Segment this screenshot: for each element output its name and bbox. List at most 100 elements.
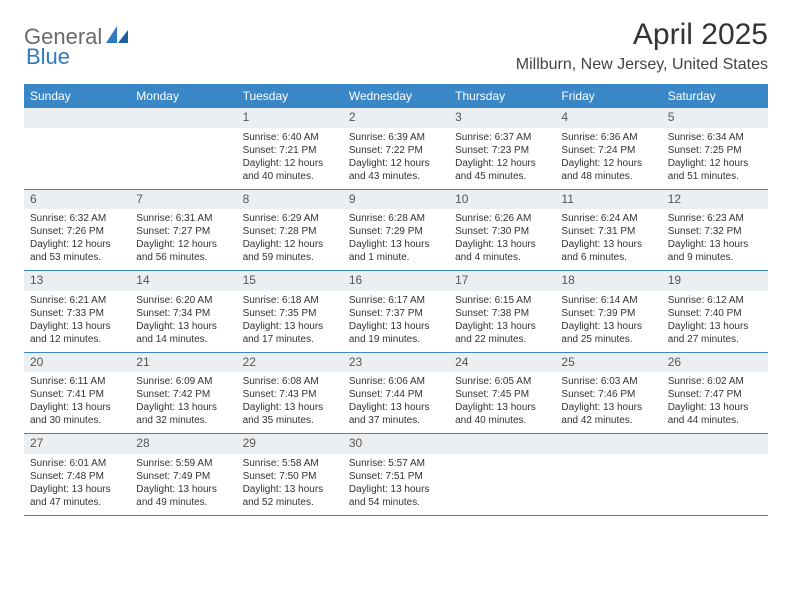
sunrise-text: Sunrise: 6:06 AM (349, 375, 443, 388)
sunrise-text: Sunrise: 6:18 AM (243, 294, 337, 307)
sunset-text: Sunset: 7:31 PM (561, 225, 655, 238)
weeks-container: 1Sunrise: 6:40 AMSunset: 7:21 PMDaylight… (24, 108, 768, 516)
day-number: 28 (130, 434, 236, 454)
day-cell-15: 15Sunrise: 6:18 AMSunset: 7:35 PMDayligh… (237, 271, 343, 352)
sunset-text: Sunset: 7:38 PM (455, 307, 549, 320)
day-cell-19: 19Sunrise: 6:12 AMSunset: 7:40 PMDayligh… (662, 271, 768, 352)
month-title: April 2025 (516, 18, 768, 52)
sunrise-text: Sunrise: 6:14 AM (561, 294, 655, 307)
weekday-wednesday: Wednesday (343, 84, 449, 108)
day-cell-14: 14Sunrise: 6:20 AMSunset: 7:34 PMDayligh… (130, 271, 236, 352)
brand-text-blue: Blue (26, 44, 70, 69)
day-body: Sunrise: 6:37 AMSunset: 7:23 PMDaylight:… (449, 128, 555, 189)
day-cell-empty (130, 108, 236, 189)
weekday-tuesday: Tuesday (237, 84, 343, 108)
day-number: 5 (662, 108, 768, 128)
location-text: Millburn, New Jersey, United States (516, 56, 768, 74)
day-cell-1: 1Sunrise: 6:40 AMSunset: 7:21 PMDaylight… (237, 108, 343, 189)
daylight-text: Daylight: 13 hours and 19 minutes. (349, 320, 443, 346)
day-body: Sunrise: 6:34 AMSunset: 7:25 PMDaylight:… (662, 128, 768, 189)
day-number (662, 434, 768, 454)
day-number: 12 (662, 190, 768, 210)
daylight-text: Daylight: 13 hours and 14 minutes. (136, 320, 230, 346)
day-number: 11 (555, 190, 661, 210)
day-number: 8 (237, 190, 343, 210)
day-number: 19 (662, 271, 768, 291)
day-number (130, 108, 236, 128)
daylight-text: Daylight: 12 hours and 45 minutes. (455, 157, 549, 183)
day-cell-23: 23Sunrise: 6:06 AMSunset: 7:44 PMDayligh… (343, 353, 449, 434)
day-number (24, 108, 130, 128)
sunset-text: Sunset: 7:41 PM (30, 388, 124, 401)
daylight-text: Daylight: 13 hours and 52 minutes. (243, 483, 337, 509)
page-header: General April 2025 Millburn, New Jersey,… (24, 18, 768, 74)
sunset-text: Sunset: 7:44 PM (349, 388, 443, 401)
sunset-text: Sunset: 7:50 PM (243, 470, 337, 483)
day-number: 13 (24, 271, 130, 291)
daylight-text: Daylight: 13 hours and 49 minutes. (136, 483, 230, 509)
daylight-text: Daylight: 12 hours and 43 minutes. (349, 157, 443, 183)
daylight-text: Daylight: 12 hours and 59 minutes. (243, 238, 337, 264)
day-body: Sunrise: 6:39 AMSunset: 7:22 PMDaylight:… (343, 128, 449, 189)
sunrise-text: Sunrise: 6:01 AM (30, 457, 124, 470)
day-body: Sunrise: 6:11 AMSunset: 7:41 PMDaylight:… (24, 372, 130, 433)
sunset-text: Sunset: 7:51 PM (349, 470, 443, 483)
day-cell-5: 5Sunrise: 6:34 AMSunset: 7:25 PMDaylight… (662, 108, 768, 189)
daylight-text: Daylight: 13 hours and 32 minutes. (136, 401, 230, 427)
day-body: Sunrise: 6:23 AMSunset: 7:32 PMDaylight:… (662, 209, 768, 270)
daylight-text: Daylight: 12 hours and 56 minutes. (136, 238, 230, 264)
sunrise-text: Sunrise: 6:23 AM (668, 212, 762, 225)
day-number (449, 434, 555, 454)
day-number: 6 (24, 190, 130, 210)
day-number (555, 434, 661, 454)
day-number: 27 (24, 434, 130, 454)
day-number: 10 (449, 190, 555, 210)
day-cell-13: 13Sunrise: 6:21 AMSunset: 7:33 PMDayligh… (24, 271, 130, 352)
day-number: 14 (130, 271, 236, 291)
day-body: Sunrise: 6:32 AMSunset: 7:26 PMDaylight:… (24, 209, 130, 270)
daylight-text: Daylight: 13 hours and 40 minutes. (455, 401, 549, 427)
week-row: 27Sunrise: 6:01 AMSunset: 7:48 PMDayligh… (24, 434, 768, 516)
day-cell-26: 26Sunrise: 6:02 AMSunset: 7:47 PMDayligh… (662, 353, 768, 434)
weekday-header-row: SundayMondayTuesdayWednesdayThursdayFrid… (24, 84, 768, 108)
day-cell-30: 30Sunrise: 5:57 AMSunset: 7:51 PMDayligh… (343, 434, 449, 515)
day-body: Sunrise: 6:12 AMSunset: 7:40 PMDaylight:… (662, 291, 768, 352)
daylight-text: Daylight: 13 hours and 30 minutes. (30, 401, 124, 427)
day-number: 3 (449, 108, 555, 128)
day-cell-22: 22Sunrise: 6:08 AMSunset: 7:43 PMDayligh… (237, 353, 343, 434)
day-body: Sunrise: 6:29 AMSunset: 7:28 PMDaylight:… (237, 209, 343, 270)
sunset-text: Sunset: 7:22 PM (349, 144, 443, 157)
sunrise-text: Sunrise: 6:31 AM (136, 212, 230, 225)
sunset-text: Sunset: 7:29 PM (349, 225, 443, 238)
weekday-monday: Monday (130, 84, 236, 108)
day-cell-9: 9Sunrise: 6:28 AMSunset: 7:29 PMDaylight… (343, 190, 449, 271)
day-body: Sunrise: 6:09 AMSunset: 7:42 PMDaylight:… (130, 372, 236, 433)
day-cell-2: 2Sunrise: 6:39 AMSunset: 7:22 PMDaylight… (343, 108, 449, 189)
day-number: 18 (555, 271, 661, 291)
sunrise-text: Sunrise: 6:09 AM (136, 375, 230, 388)
sunrise-text: Sunrise: 6:28 AM (349, 212, 443, 225)
daylight-text: Daylight: 13 hours and 47 minutes. (30, 483, 124, 509)
day-cell-17: 17Sunrise: 6:15 AMSunset: 7:38 PMDayligh… (449, 271, 555, 352)
sunrise-text: Sunrise: 6:32 AM (30, 212, 124, 225)
sunrise-text: Sunrise: 6:03 AM (561, 375, 655, 388)
sunrise-text: Sunrise: 6:12 AM (668, 294, 762, 307)
day-body: Sunrise: 6:24 AMSunset: 7:31 PMDaylight:… (555, 209, 661, 270)
day-number: 30 (343, 434, 449, 454)
day-body: Sunrise: 6:20 AMSunset: 7:34 PMDaylight:… (130, 291, 236, 352)
daylight-text: Daylight: 13 hours and 6 minutes. (561, 238, 655, 264)
day-cell-3: 3Sunrise: 6:37 AMSunset: 7:23 PMDaylight… (449, 108, 555, 189)
sunrise-text: Sunrise: 6:11 AM (30, 375, 124, 388)
sunset-text: Sunset: 7:40 PM (668, 307, 762, 320)
sunrise-text: Sunrise: 6:39 AM (349, 131, 443, 144)
sunrise-text: Sunrise: 6:08 AM (243, 375, 337, 388)
sunrise-text: Sunrise: 6:02 AM (668, 375, 762, 388)
sunrise-text: Sunrise: 6:36 AM (561, 131, 655, 144)
day-number: 22 (237, 353, 343, 373)
sunset-text: Sunset: 7:48 PM (30, 470, 124, 483)
daylight-text: Daylight: 13 hours and 22 minutes. (455, 320, 549, 346)
day-body: Sunrise: 6:03 AMSunset: 7:46 PMDaylight:… (555, 372, 661, 433)
day-cell-empty (662, 434, 768, 515)
sunset-text: Sunset: 7:42 PM (136, 388, 230, 401)
sunset-text: Sunset: 7:27 PM (136, 225, 230, 238)
